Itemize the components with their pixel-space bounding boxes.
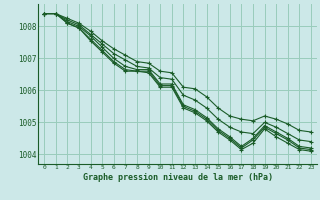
X-axis label: Graphe pression niveau de la mer (hPa): Graphe pression niveau de la mer (hPa) <box>83 173 273 182</box>
